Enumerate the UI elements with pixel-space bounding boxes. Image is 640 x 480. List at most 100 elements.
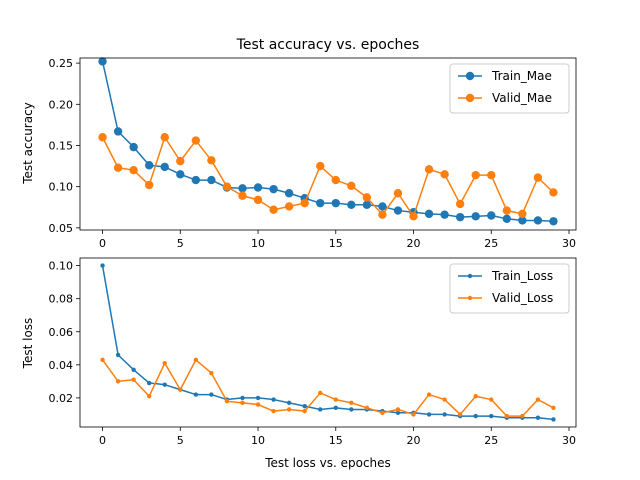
accuracy-data-point-valid-mae xyxy=(144,180,154,190)
accuracy-data-point-valid-mae xyxy=(269,205,278,214)
loss-x-tick-label: 20 xyxy=(407,434,421,447)
loss-data-point-train-loss xyxy=(302,403,307,409)
accuracy-data-point-valid-mae xyxy=(393,189,403,198)
loss-y-tick-label: 0.04 xyxy=(49,359,74,372)
accuracy-data-point-train-mae xyxy=(393,206,403,215)
loss-legend-label: Valid_Loss xyxy=(492,291,553,305)
loss-data-point-train-loss xyxy=(193,392,199,397)
accuracy-data-point-valid-mae xyxy=(487,170,496,180)
accuracy-data-point-valid-mae xyxy=(253,195,263,205)
accuracy-data-point-train-mae xyxy=(455,212,465,222)
accuracy-x-tick-label: 20 xyxy=(407,237,421,250)
accuracy-data-point-train-mae xyxy=(347,200,356,209)
accuracy-data-point-valid-mae xyxy=(347,181,356,191)
accuracy-data-point-valid-mae xyxy=(207,156,216,165)
accuracy-data-point-valid-mae xyxy=(176,156,185,166)
accuracy-data-point-train-mae xyxy=(316,198,325,208)
loss-data-point-valid-loss xyxy=(551,405,556,411)
loss-x-axis-label: Test loss vs. epoches xyxy=(264,456,391,470)
accuracy-data-point-train-mae xyxy=(378,202,387,211)
accuracy-x-tick-label: 15 xyxy=(329,237,343,250)
loss-y-axis-label: Test loss xyxy=(21,318,35,370)
accuracy-data-point-valid-mae xyxy=(191,136,201,145)
accuracy-data-point-train-mae xyxy=(98,57,107,66)
accuracy-data-point-valid-mae xyxy=(533,173,543,182)
loss-data-point-valid-loss xyxy=(193,357,199,363)
loss-data-point-train-loss xyxy=(286,400,292,406)
loss-data-point-valid-loss xyxy=(504,413,510,419)
accuracy-data-point-train-mae xyxy=(191,175,201,185)
loss-data-point-train-loss xyxy=(551,417,556,422)
accuracy-data-point-valid-mae xyxy=(502,206,512,215)
accuracy-y-tick-label: 0.10 xyxy=(49,181,74,194)
loss-y-tick-label: 0.08 xyxy=(49,293,74,306)
accuracy-data-point-train-mae xyxy=(331,198,340,208)
loss-data-point-train-loss xyxy=(131,367,136,372)
accuracy-data-point-valid-mae xyxy=(113,163,123,172)
accuracy-data-point-train-mae xyxy=(549,217,558,226)
loss-data-point-valid-loss xyxy=(224,399,230,404)
loss-data-point-valid-loss xyxy=(426,392,432,397)
accuracy-y-tick-label: 0.05 xyxy=(49,222,74,235)
accuracy-data-point-train-mae xyxy=(207,175,216,185)
loss-legend-label: Train_Loss xyxy=(491,269,553,283)
loss-data-point-valid-loss xyxy=(271,408,276,414)
loss-data-point-train-loss xyxy=(100,263,105,268)
loss-data-point-valid-loss xyxy=(489,397,494,402)
accuracy-data-point-valid-mae xyxy=(378,210,387,219)
loss-data-point-valid-loss xyxy=(535,397,541,402)
accuracy-data-point-valid-mae xyxy=(440,170,449,179)
accuracy-data-point-valid-mae xyxy=(518,209,527,219)
loss-series-line-train-loss xyxy=(101,265,554,421)
accuracy-data-point-valid-mae xyxy=(316,161,325,171)
loss-data-point-train-loss xyxy=(535,415,541,420)
accuracy-x-tick-label: 25 xyxy=(484,237,498,250)
accuracy-legend-label: Train_Mae xyxy=(491,69,552,83)
loss-x-tick-label: 15 xyxy=(329,434,343,447)
loss-data-point-train-loss xyxy=(442,412,447,417)
accuracy-legend-label: Valid_Mae xyxy=(492,91,552,105)
loss-data-point-valid-loss xyxy=(442,397,447,402)
accuracy-data-point-valid-mae xyxy=(455,199,465,209)
loss-data-point-valid-loss xyxy=(255,402,261,407)
loss-chart: Test loss vs. epoches Test loss 0 5 10 15 20… xyxy=(21,257,577,470)
accuracy-data-point-train-mae xyxy=(160,162,169,172)
accuracy-data-point-train-mae xyxy=(502,214,512,223)
accuracy-data-point-train-mae xyxy=(269,184,278,194)
loss-plot-frame xyxy=(79,257,577,428)
loss-data-point-train-loss xyxy=(209,392,214,397)
loss-data-point-valid-loss xyxy=(457,412,463,417)
loss-data-point-train-loss xyxy=(255,395,261,401)
accuracy-x-tick-label: 30 xyxy=(562,237,576,250)
accuracy-legend-marker xyxy=(465,71,475,81)
accuracy-y-axis-label: Test accuracy xyxy=(21,102,35,185)
loss-data-point-train-loss xyxy=(333,405,338,411)
accuracy-data-point-valid-mae xyxy=(238,191,247,200)
accuracy-y-tick-label: 0.20 xyxy=(49,98,74,111)
accuracy-x-tick-label: 5 xyxy=(177,237,184,250)
loss-y-tick-label: 0.02 xyxy=(49,392,74,405)
loss-data-point-valid-loss xyxy=(178,387,183,392)
loss-data-point-valid-loss xyxy=(162,360,167,366)
loss-data-point-train-loss xyxy=(240,395,245,401)
accuracy-chart-title: Test accuracy vs. epoches xyxy=(236,37,420,53)
loss-data-point-valid-loss xyxy=(115,379,121,384)
loss-data-point-train-loss xyxy=(162,382,167,387)
loss-data-point-valid-loss xyxy=(395,407,401,412)
accuracy-data-point-valid-mae xyxy=(160,133,169,142)
accuracy-data-point-valid-mae xyxy=(98,133,107,142)
loss-data-point-train-loss xyxy=(473,413,478,419)
loss-legend-marker xyxy=(467,273,473,279)
loss-data-point-valid-loss xyxy=(333,397,338,402)
accuracy-y-tick-label: 0.25 xyxy=(49,57,74,70)
accuracy-data-point-train-mae xyxy=(144,161,154,170)
loss-data-point-train-loss xyxy=(426,412,432,417)
loss-data-point-valid-loss xyxy=(146,394,152,399)
loss-data-point-train-loss xyxy=(318,407,323,412)
accuracy-data-point-valid-mae xyxy=(300,198,309,208)
accuracy-data-point-valid-mae xyxy=(362,193,372,202)
accuracy-x-tick-label: 0 xyxy=(99,237,106,250)
loss-x-tick-label: 25 xyxy=(484,434,498,447)
accuracy-data-point-train-mae xyxy=(129,142,138,152)
accuracy-legend-marker xyxy=(465,93,475,103)
